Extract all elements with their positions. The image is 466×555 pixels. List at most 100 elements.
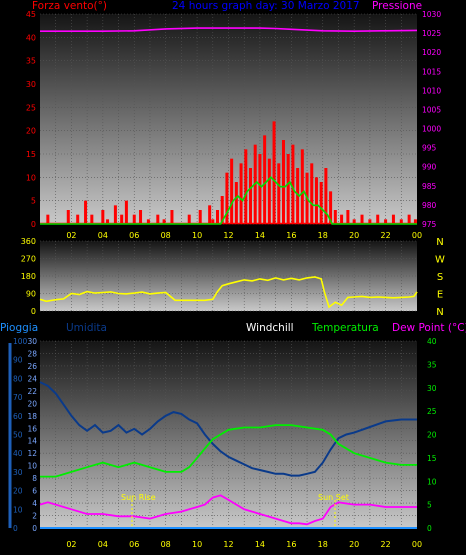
wind-speed-bar: [244, 149, 248, 224]
x-tick-label: 18: [318, 231, 328, 240]
wind-speed-bar: [399, 219, 403, 224]
sunset-label: Sun Set: [318, 493, 349, 502]
x-tick-label: 00: [412, 540, 422, 549]
y2-tick-label: 1000: [422, 125, 441, 134]
humidity-tick-label: 10: [13, 505, 23, 514]
wind-speed-bar: [216, 210, 220, 224]
temperature-tick-label: 5: [427, 501, 432, 510]
rain-tick-label: 8: [32, 474, 37, 483]
humidity-tick-label: 80: [13, 374, 23, 383]
x-tick-label: 06: [129, 231, 139, 240]
x-tick-label: 18: [318, 540, 328, 549]
wind-gust-line: [40, 176, 417, 225]
wind-speed-bar: [198, 210, 202, 224]
x-tick-label: 14: [255, 231, 265, 240]
wind-speed-bar: [113, 205, 117, 224]
wind-speed-bar: [407, 214, 411, 224]
y2-tick-label: 1015: [422, 67, 441, 76]
legend-temperatura: Temperatura: [311, 322, 379, 334]
humidity-tick-label: 50: [13, 431, 23, 440]
humidity-line: [39, 381, 417, 477]
wind-speed-bar: [267, 158, 271, 224]
y-tick-label: 270: [21, 255, 36, 264]
x-tick-label: 04: [98, 540, 108, 549]
wind-speed-bar: [291, 144, 295, 224]
wind-speed-bar: [230, 158, 234, 224]
wind-speed-bar: [368, 219, 372, 224]
x-tick-label: 16: [286, 540, 296, 549]
wind-speed-bar: [340, 214, 344, 224]
temperature-humidity-axis-ticks: 0246810121416182022242628300102030405060…: [13, 337, 437, 549]
compass-label-e: E: [437, 290, 443, 301]
wind-speed-bar: [162, 219, 166, 224]
y2-tick-label: 1020: [422, 48, 441, 57]
y-tick-label: 15: [26, 150, 36, 159]
y-tick-label: 35: [26, 57, 36, 66]
temperature-tick-label: 20: [427, 431, 437, 440]
x-tick-label: 02: [66, 231, 76, 240]
wind-speed-bar: [211, 219, 215, 224]
wind-speed-bar: [239, 163, 243, 224]
rain-tick-label: 4: [32, 499, 37, 508]
temperature-humidity-grid: [40, 340, 417, 529]
temperature-tick-label: 15: [427, 454, 437, 463]
wind-speed-bar: [360, 214, 364, 224]
x-tick-label: 22: [380, 231, 390, 240]
dewpoint-line: [39, 494, 417, 526]
temperature-tick-label: 25: [427, 407, 437, 416]
wind-speed-bar: [376, 214, 380, 224]
wind-speed-bar: [329, 191, 333, 224]
rain-tick-label: 12: [27, 449, 37, 458]
rain-tick-label: 2: [32, 512, 37, 521]
y2-tick-label: 995: [422, 144, 437, 153]
x-tick-label: 20: [349, 540, 359, 549]
wind-speed-bar: [124, 200, 128, 224]
wind-speed-bar: [170, 210, 174, 224]
x-tick-label: 12: [223, 540, 233, 549]
rain-tick-label: 6: [32, 487, 37, 496]
rain-tick-label: 20: [27, 399, 37, 408]
compass-label-s: S: [437, 272, 443, 283]
wind-speed-bar: [314, 177, 318, 224]
x-tick-label: 14: [255, 540, 265, 549]
wind-pressure-grid: [40, 13, 417, 225]
humidity-tick-label: 20: [13, 487, 23, 496]
x-tick-label: 20: [349, 231, 359, 240]
temperature-tick-label: 30: [427, 384, 437, 393]
compass-label-n: N: [436, 307, 443, 318]
wind-speed-bar: [90, 214, 94, 224]
y-tick-label: 10: [26, 173, 36, 182]
humidity-tick-label: 40: [13, 449, 23, 458]
y-tick-label: 90: [26, 290, 36, 299]
legend-umidita: Umidita: [66, 322, 107, 334]
y-tick-label: 0: [31, 220, 36, 229]
sunrise-label: Sun Rise: [121, 493, 156, 502]
wind-speed-bar: [76, 214, 80, 224]
x-tick-label: 08: [161, 540, 171, 549]
x-tick-label: 16: [286, 231, 296, 240]
temperature-line: [40, 424, 417, 478]
y-tick-label: 40: [26, 33, 36, 42]
wind-direction-line: [39, 276, 418, 309]
humidity-tick-label: 0: [13, 524, 18, 533]
pressure-axis-title: Pressione: [372, 0, 422, 12]
temperature-tick-label: 35: [427, 360, 437, 369]
wind-speed-bar: [234, 182, 238, 224]
y2-tick-label: 985: [422, 182, 437, 191]
y-tick-label: 0: [31, 307, 36, 316]
x-tick-label: 10: [192, 231, 202, 240]
wind-axis-title: Forza vento(°): [32, 0, 107, 12]
wind-speed-bar: [319, 182, 323, 224]
compass-label-n: N: [436, 237, 443, 248]
rain-tick-label: 26: [27, 362, 37, 371]
wind-speed-bar: [384, 219, 388, 224]
legend-windchill: Windchill: [246, 322, 294, 334]
x-tick-label: 00: [412, 231, 422, 240]
rain-tick-label: 18: [27, 412, 37, 421]
temperature-tick-label: 40: [427, 337, 437, 346]
humidity-tick-label: 100: [13, 337, 28, 346]
x-tick-label: 06: [129, 540, 139, 549]
rain-tick-label: 30: [27, 337, 37, 346]
y-tick-label: 20: [26, 127, 36, 136]
